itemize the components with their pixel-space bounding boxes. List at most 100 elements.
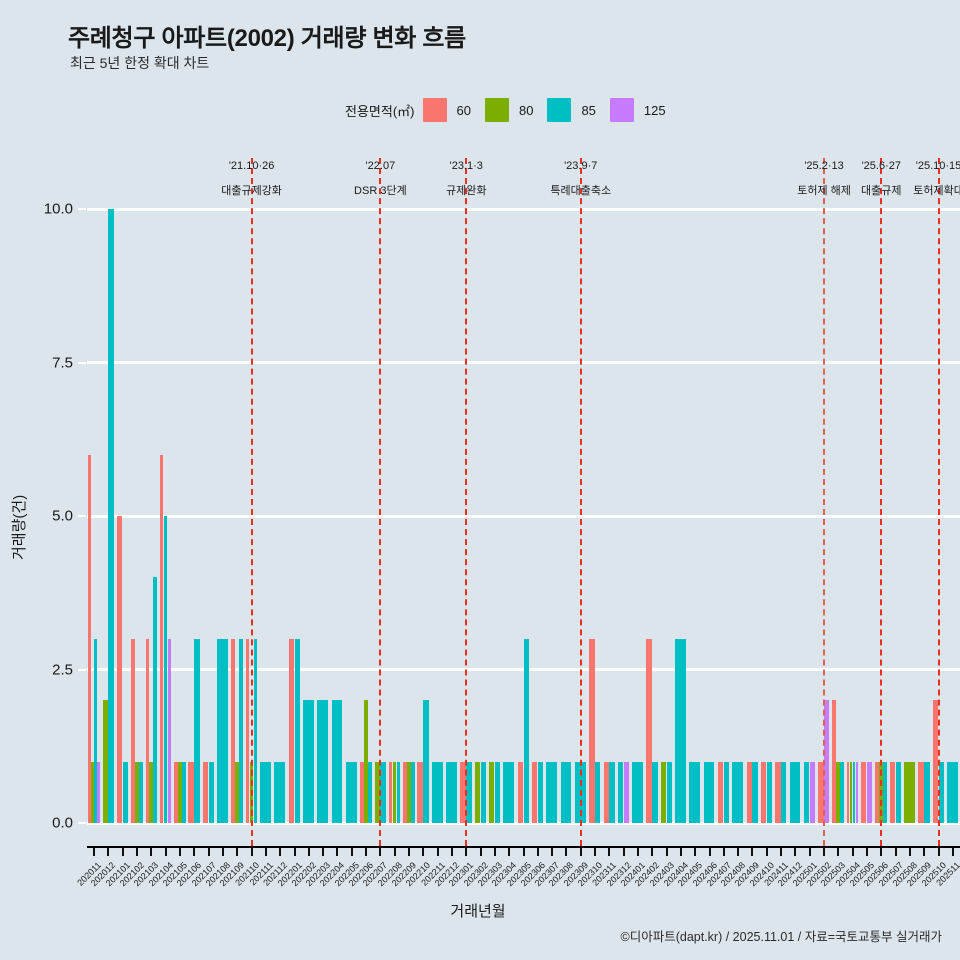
bar-202207-80 bbox=[374, 761, 380, 823]
bar-202503-80 bbox=[836, 761, 840, 823]
bar-202208-60 bbox=[388, 761, 393, 823]
plot-area bbox=[87, 207, 960, 825]
x-tick-202205 bbox=[350, 848, 353, 856]
legend-item-80[interactable]: 80 bbox=[484, 98, 547, 122]
bar-202102-80 bbox=[135, 761, 139, 823]
y-tick-mark-7.5 bbox=[78, 361, 86, 364]
legend-swatch-125 bbox=[609, 98, 634, 122]
event-name-202110: 대출규제강화 bbox=[221, 185, 282, 197]
x-tick-202406 bbox=[708, 848, 711, 856]
bar-202404-85 bbox=[675, 638, 686, 823]
bar-202504-125 bbox=[855, 761, 859, 823]
bar-202503-85 bbox=[840, 761, 844, 823]
legend-item-85[interactable]: 85 bbox=[547, 98, 609, 122]
legend-item-125[interactable]: 125 bbox=[609, 98, 680, 122]
bar-202410-60 bbox=[760, 761, 767, 823]
event-name-202207: DSR 3단계 bbox=[354, 185, 407, 197]
bar-202501-85 bbox=[803, 761, 810, 823]
event-name-202510: 토허제확대 bbox=[913, 185, 960, 197]
bar-202507-85 bbox=[895, 761, 901, 823]
x-tick-202301 bbox=[465, 848, 468, 856]
x-tick-202107 bbox=[207, 848, 210, 856]
bar-202501-125 bbox=[809, 761, 816, 823]
x-tick-202307 bbox=[551, 848, 554, 856]
bar-202302-85 bbox=[480, 761, 486, 823]
event-line-202506 bbox=[880, 158, 883, 846]
bar-202508-80 bbox=[904, 761, 915, 823]
bar-202401-85 bbox=[632, 761, 643, 823]
x-tick-202401 bbox=[636, 848, 639, 856]
event-name-202502: 토허제 해제 bbox=[797, 185, 851, 197]
bar-202101-85 bbox=[122, 761, 129, 823]
legend-swatch-60 bbox=[422, 98, 447, 122]
gridline-0.0 bbox=[87, 821, 960, 825]
event-date-202506: '25.6·27 bbox=[861, 160, 901, 172]
bar-202103-60 bbox=[145, 638, 150, 823]
bar-202205-85 bbox=[345, 761, 357, 823]
x-tick-202311 bbox=[608, 848, 611, 856]
x-tick-202502 bbox=[823, 848, 826, 856]
bar-202312-85 bbox=[617, 761, 624, 823]
x-tick-202109 bbox=[236, 848, 239, 856]
x-tick-202212 bbox=[450, 848, 453, 856]
bar-202201-60 bbox=[288, 638, 295, 823]
event-date-202309: '23.9·7 bbox=[564, 160, 598, 172]
x-tick-202504 bbox=[851, 848, 854, 856]
bar-202505-60 bbox=[861, 761, 867, 823]
y-tick-mark-2.5 bbox=[78, 668, 86, 671]
bar-202403-85 bbox=[666, 761, 672, 823]
bar-202306-85 bbox=[537, 761, 544, 823]
page-subtitle: 최근 5년 한정 확대 차트 bbox=[70, 55, 210, 71]
bar-202102-85 bbox=[139, 761, 143, 823]
bar-202106-60 bbox=[188, 761, 194, 823]
bar-202110-85 bbox=[253, 638, 258, 823]
bar-202510-60 bbox=[932, 700, 939, 823]
x-tick-202106 bbox=[193, 848, 196, 856]
x-tick-202404 bbox=[679, 848, 682, 856]
bar-202109-80 bbox=[235, 761, 239, 823]
gridline-7.5 bbox=[87, 361, 960, 364]
bar-202209-80 bbox=[407, 761, 411, 823]
y-tick-label-0.0: 0.0 bbox=[52, 814, 73, 832]
event-line-202510 bbox=[937, 158, 940, 846]
bar-202206-60 bbox=[360, 761, 364, 823]
event-date-202301: '23.1·3 bbox=[449, 160, 483, 172]
bar-202412-85 bbox=[789, 761, 801, 823]
bar-202410-85 bbox=[766, 761, 773, 823]
y-tick-label-7.5: 7.5 bbox=[52, 354, 73, 371]
bar-202409-60 bbox=[746, 761, 752, 823]
gridline-5.0 bbox=[87, 514, 960, 518]
bar-202408-85 bbox=[732, 761, 744, 823]
bar-202411-85 bbox=[781, 761, 787, 823]
bar-202510-85 bbox=[938, 761, 944, 823]
legend-label-60: 60 bbox=[456, 102, 471, 118]
bar-202310-60 bbox=[589, 638, 595, 823]
event-line-202301 bbox=[465, 158, 468, 846]
legend-swatch-80 bbox=[484, 98, 509, 122]
bar-202303-80 bbox=[489, 761, 495, 823]
x-tick-202407 bbox=[722, 848, 725, 856]
x-tick-202101 bbox=[121, 848, 124, 856]
gridline-10.0 bbox=[87, 207, 960, 211]
bar-202103-85 bbox=[153, 577, 157, 823]
legend-label-85: 85 bbox=[581, 102, 596, 118]
x-tick-202411 bbox=[780, 848, 783, 856]
bar-202307-85 bbox=[546, 761, 558, 823]
bar-202301-60 bbox=[460, 761, 466, 823]
bar-202206-80 bbox=[364, 700, 368, 823]
bar-202505-125 bbox=[866, 761, 873, 823]
event-date-202502: '25.2·13 bbox=[804, 160, 844, 172]
event-name-202506: 대출규제 bbox=[861, 185, 902, 197]
x-tick-202303 bbox=[493, 848, 496, 856]
bar-202305-60 bbox=[517, 761, 524, 823]
legend-swatch-85 bbox=[547, 98, 572, 122]
legend-item-60[interactable]: 60 bbox=[422, 98, 485, 122]
x-tick-202102 bbox=[136, 848, 139, 856]
x-tick-202405 bbox=[694, 848, 697, 856]
bar-202509-85 bbox=[924, 761, 930, 823]
x-tick-202104 bbox=[164, 848, 167, 856]
x-tick-202503 bbox=[837, 848, 840, 856]
bar-202503-60 bbox=[832, 700, 837, 823]
x-tick-202309 bbox=[579, 848, 582, 856]
event-name-202309: 특례대출축소 bbox=[550, 185, 612, 197]
